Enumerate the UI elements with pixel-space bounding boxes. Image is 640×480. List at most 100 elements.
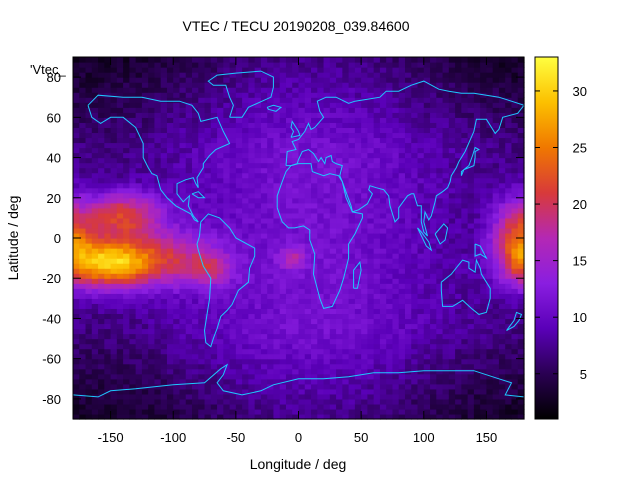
heatmap-cell	[411, 358, 419, 365]
heatmap-cell	[386, 102, 394, 108]
heatmap-cell	[342, 393, 350, 400]
heatmap-cell	[323, 67, 331, 73]
heatmap-cell	[455, 92, 462, 98]
heatmap-cell	[135, 192, 143, 199]
heatmap-cell	[160, 413, 168, 420]
heatmap-cell	[204, 268, 212, 274]
heatmap-cell	[336, 338, 343, 345]
heatmap-cell	[430, 313, 437, 320]
heatmap-cell	[292, 323, 300, 330]
heatmap-cell	[323, 117, 331, 123]
heatmap-cell	[104, 132, 112, 139]
heatmap-cell	[160, 298, 168, 304]
heatmap-cell	[442, 413, 450, 420]
heatmap-cell	[148, 368, 156, 375]
heatmap-cell	[473, 192, 481, 199]
heatmap-cell	[480, 87, 488, 93]
heatmap-cell	[192, 227, 199, 234]
heatmap-cell	[129, 378, 137, 385]
heatmap-cell	[448, 107, 456, 113]
heatmap-cell	[373, 303, 381, 309]
heatmap-cell	[123, 338, 130, 345]
heatmap-cell	[461, 333, 469, 340]
heatmap-cell	[317, 62, 325, 68]
heatmap-cell	[110, 182, 118, 189]
heatmap-cell	[379, 283, 387, 289]
heatmap-cell	[217, 102, 224, 108]
heatmap-cell	[135, 92, 143, 98]
heatmap-cell	[91, 122, 99, 128]
heatmap-cell	[492, 57, 500, 63]
heatmap-cell	[336, 248, 343, 254]
heatmap-cell	[430, 338, 437, 345]
heatmap-cell	[267, 403, 275, 410]
heatmap-cell	[160, 363, 168, 370]
heatmap-cell	[85, 313, 93, 320]
heatmap-cell	[110, 157, 118, 164]
heatmap-cell	[141, 243, 149, 249]
heatmap-cell	[392, 202, 400, 209]
heatmap-cell	[73, 303, 80, 309]
heatmap-cell	[116, 142, 124, 149]
heatmap-cell	[311, 278, 318, 284]
heatmap-cell	[273, 273, 281, 279]
heatmap-cell	[223, 288, 231, 294]
heatmap-cell	[298, 323, 306, 330]
heatmap-cell	[148, 268, 156, 274]
heatmap-cell	[179, 353, 187, 360]
heatmap-cell	[223, 273, 231, 279]
heatmap-cell	[242, 82, 249, 88]
heatmap-cell	[173, 298, 181, 304]
heatmap-cell	[498, 92, 506, 98]
heatmap-cell	[342, 77, 350, 83]
heatmap-cell	[411, 217, 419, 224]
heatmap-cell	[254, 97, 262, 103]
heatmap-cell	[166, 273, 174, 279]
heatmap-cell	[160, 102, 168, 108]
heatmap-cell	[323, 258, 331, 264]
heatmap-cell	[104, 97, 112, 103]
heatmap-cell	[480, 243, 488, 249]
heatmap-cell	[179, 388, 187, 395]
heatmap-cell	[185, 142, 193, 149]
heatmap-cell	[235, 313, 243, 320]
heatmap-cell	[285, 177, 293, 184]
heatmap-cell	[135, 393, 143, 400]
heatmap-cell	[423, 187, 431, 194]
heatmap-cell	[392, 308, 400, 315]
heatmap-cell	[285, 253, 293, 259]
heatmap-cell	[379, 328, 387, 335]
heatmap-cell	[198, 97, 206, 103]
heatmap-cell	[110, 102, 118, 108]
heatmap-cell	[467, 122, 475, 128]
heatmap-cell	[267, 258, 275, 264]
heatmap-cell	[411, 338, 419, 345]
heatmap-cell	[461, 72, 469, 78]
heatmap-cell	[198, 373, 206, 380]
heatmap-cell	[448, 408, 456, 415]
heatmap-cell	[198, 82, 206, 88]
heatmap-cell	[329, 107, 337, 113]
heatmap-cell	[223, 338, 231, 345]
heatmap-cell	[104, 117, 112, 123]
heatmap-cell	[480, 97, 488, 103]
heatmap-cell	[436, 318, 444, 325]
heatmap-cell	[398, 308, 406, 315]
heatmap-cell	[98, 403, 105, 410]
heatmap-cell	[329, 253, 337, 259]
heatmap-cell	[455, 182, 462, 189]
heatmap-cell	[116, 243, 124, 249]
heatmap-cell	[448, 167, 456, 174]
heatmap-cell	[373, 348, 381, 355]
heatmap-cell	[392, 232, 400, 239]
heatmap-cell	[154, 77, 162, 83]
heatmap-cell	[204, 122, 212, 128]
heatmap-cell	[192, 102, 199, 108]
heatmap-cell	[342, 57, 350, 63]
heatmap-cell	[367, 298, 375, 304]
heatmap-cell	[329, 263, 337, 269]
heatmap-cell	[473, 383, 481, 390]
heatmap-cell	[160, 328, 168, 335]
heatmap-cell	[254, 393, 262, 400]
heatmap-cell	[398, 333, 406, 340]
